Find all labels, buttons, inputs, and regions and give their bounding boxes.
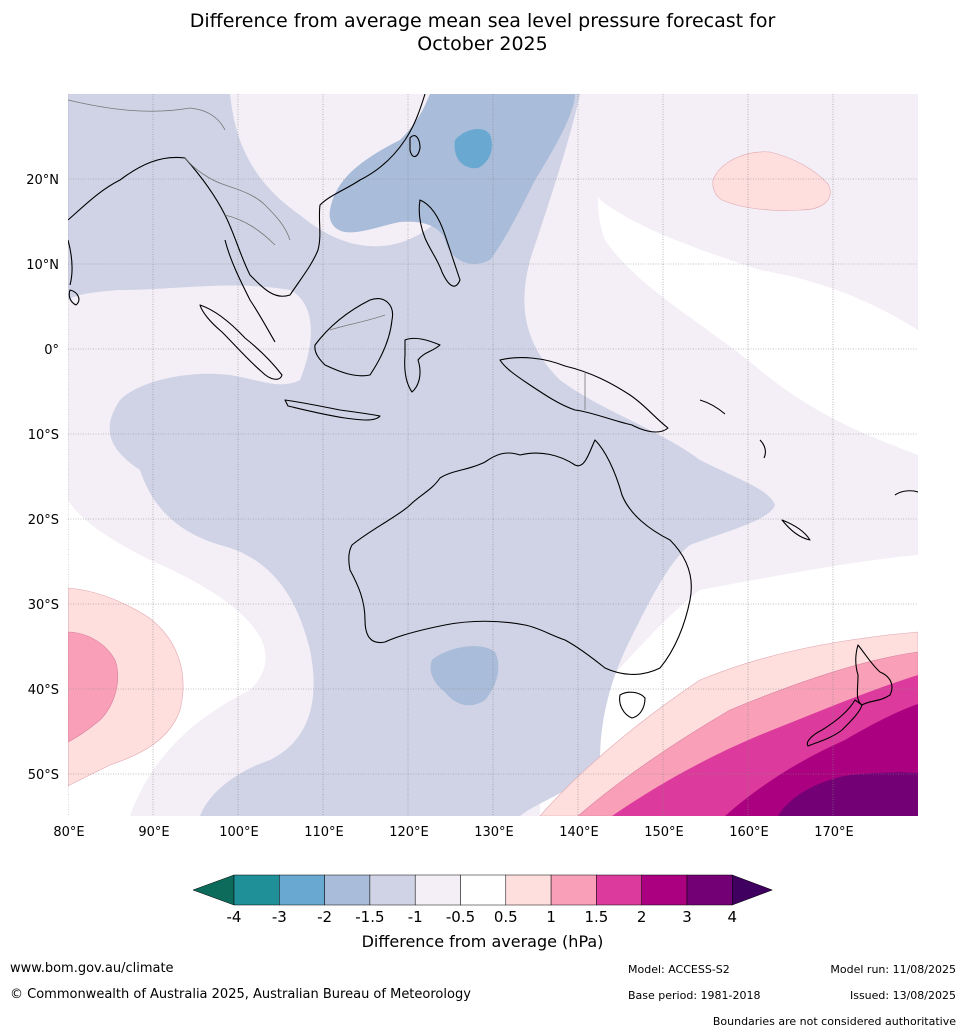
latitude-label: 0° xyxy=(44,343,59,358)
boundaries-disclaimer: Boundaries are not considered authoritat… xyxy=(712,1015,956,1028)
colorbar-segment xyxy=(686,874,733,906)
coastline-vanuatu xyxy=(759,439,766,459)
colorbar-extend-low xyxy=(192,874,235,906)
colorbar-segment xyxy=(369,874,416,906)
coastline-taiwan xyxy=(409,135,421,158)
colorbar-segment xyxy=(279,874,325,906)
title-line-1: Difference from average mean sea level p… xyxy=(189,10,776,32)
latitude-label: 50°S xyxy=(28,768,59,783)
coastline-new-caledonia xyxy=(781,519,811,541)
longitude-label: 160°E xyxy=(729,825,769,840)
coastline-tasmania xyxy=(619,691,646,719)
base-period: Base period: 1981-2018 xyxy=(628,989,761,1002)
title-line-2: October 2025 xyxy=(417,33,548,55)
colorbar-label: Difference from average (hPa) xyxy=(361,932,604,951)
colorbar-tick-labels: -4 -3 -2 -1.5 -1 -0.5 0.5 1 1.5 2 3 4 xyxy=(227,908,738,926)
coastline-fiji xyxy=(894,490,918,496)
colorbar-tick-label: 1 xyxy=(546,908,556,926)
colorbar-tick-label: 2 xyxy=(637,908,647,926)
colorbar-segment xyxy=(233,874,280,906)
border-china xyxy=(68,99,226,131)
longitude-labels: 80°E 90°E 100°E 110°E 120°E 130°E 140°E 150°E 16… xyxy=(53,825,853,840)
latitude-label: 20°N xyxy=(26,173,59,188)
longitude-label: 90°E xyxy=(138,825,169,840)
colorbar-segment xyxy=(505,874,552,906)
colorbar-tick-label: 3 xyxy=(682,908,692,926)
anomaly-region-pos-1-west xyxy=(68,631,118,743)
colorbar-segment xyxy=(596,874,642,906)
anomaly-region-neg-1-5-north xyxy=(329,94,575,264)
colorbar-tick-label: -1 xyxy=(408,908,423,926)
colorbar-tick-label: -4 xyxy=(227,908,242,926)
coastline-australia xyxy=(348,439,692,675)
coastline-java xyxy=(284,399,381,421)
coastline-india-east xyxy=(68,239,73,286)
colorbar-segment xyxy=(414,874,461,906)
colorbar-tick-label: -0.5 xyxy=(446,908,475,926)
coastline-new-zealand-north xyxy=(855,644,893,706)
coastline-sumatra xyxy=(199,304,283,380)
colorbar-segment xyxy=(550,874,597,906)
colorbar-segment xyxy=(324,874,371,906)
anomaly-region-neg-1 xyxy=(68,94,775,816)
coastline-philippines xyxy=(418,199,461,287)
latitude-labels: 20°N 10°N 0° 10°S 20°S 30°S 40°S 50°S xyxy=(26,173,59,783)
coastline-asia-mainland xyxy=(68,94,426,297)
map-area xyxy=(68,94,918,816)
copyright-text: © Commonwealth of Australia 2025, Austra… xyxy=(10,987,471,1002)
latitude-label: 10°S xyxy=(28,428,59,443)
colorbar-tick-label: -1.5 xyxy=(355,908,384,926)
longitude-label: 110°E xyxy=(304,825,344,840)
longitude-label: 130°E xyxy=(474,825,514,840)
longitude-label: 80°E xyxy=(53,825,84,840)
latitude-label: 40°S xyxy=(28,683,59,698)
colorbar-segment xyxy=(641,874,688,906)
coastline-new-guinea xyxy=(499,357,669,433)
longitude-label: 170°E xyxy=(814,825,854,840)
coastline-sri-lanka xyxy=(68,289,80,306)
latitude-label: 20°S xyxy=(28,513,59,528)
website-link[interactable]: www.bom.gov.au/climate xyxy=(10,961,174,976)
coastline-sulawesi xyxy=(404,337,441,393)
coastlines xyxy=(68,94,918,747)
colorbar-tick-label: -3 xyxy=(272,908,287,926)
coastline-new-zealand-south xyxy=(806,699,863,747)
coastline-borneo xyxy=(314,298,394,377)
longitude-label: 120°E xyxy=(389,825,429,840)
issued-date: Issued: 13/08/2025 xyxy=(849,989,956,1002)
colorbar-tick-label: 4 xyxy=(728,908,738,926)
country-borders xyxy=(68,99,586,410)
latitude-label: 10°N xyxy=(26,258,59,273)
border-southeast-asia xyxy=(184,157,291,246)
colorbar-tick-label: 0.5 xyxy=(494,908,518,926)
coastline-solomon-islands xyxy=(699,399,726,415)
colorbar-tick-label: 1.5 xyxy=(584,908,608,926)
longitude-label: 150°E xyxy=(644,825,684,840)
latitude-label: 30°S xyxy=(28,598,59,613)
anomaly-region-pos-0-5-ne xyxy=(712,151,831,211)
border-borneo xyxy=(329,314,386,331)
longitude-label: 100°E xyxy=(219,825,259,840)
colorbar xyxy=(192,874,774,906)
anomaly-region-pos-3-se xyxy=(778,772,918,816)
colorbar-extend-high xyxy=(732,874,774,906)
anomaly-region-neg-0-5-north xyxy=(560,94,918,330)
longitude-label: 140°E xyxy=(559,825,599,840)
anomaly-region-pos-0-5-west xyxy=(68,587,184,787)
model-name: Model: ACCESS-S2 xyxy=(628,963,730,976)
anomaly-region-neg-2 xyxy=(454,128,492,169)
anomaly-region-neg-1-5-south xyxy=(430,646,499,706)
graticule xyxy=(68,94,918,816)
coastline-malay-peninsula xyxy=(224,239,276,343)
colorbar-segment xyxy=(460,874,507,906)
chart-title: Difference from average mean sea level p… xyxy=(0,10,965,56)
model-run-date: Model run: 11/08/2025 xyxy=(830,963,956,976)
colorbar-tick-label: -2 xyxy=(317,908,332,926)
